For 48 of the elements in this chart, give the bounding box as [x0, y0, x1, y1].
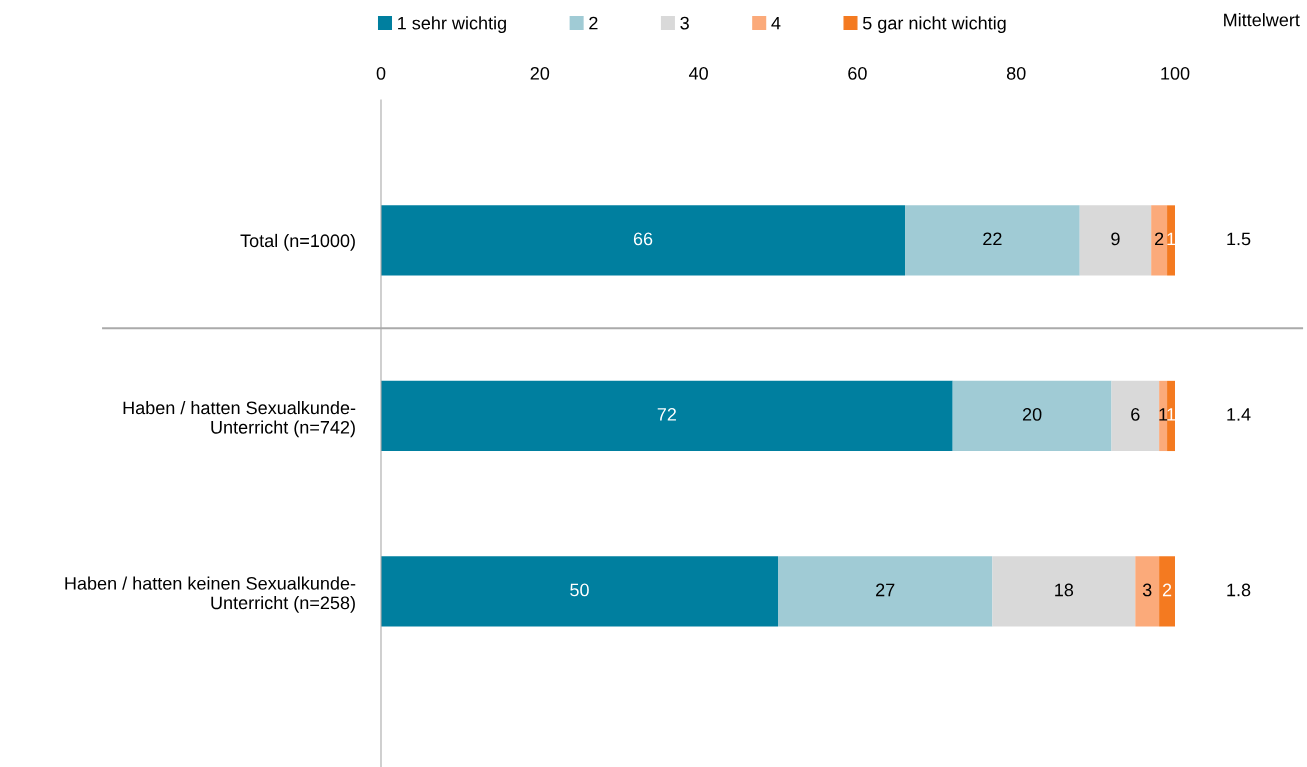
- data-label: 6: [1131, 408, 1140, 421]
- bar: [1079, 205, 1152, 276]
- bar: [992, 556, 1136, 627]
- data-label: 22: [983, 232, 1002, 246]
- text: 1.8: [1227, 583, 1251, 597]
- data-label: 2: [1162, 583, 1172, 597]
- bar: [1151, 205, 1168, 276]
- bar: [1111, 380, 1160, 452]
- x-tick-label: 100: [1161, 66, 1190, 80]
- text: 1.5: [1227, 232, 1251, 246]
- data-label: 1: [1167, 232, 1176, 246]
- data-label: 1: [1167, 408, 1176, 421]
- legend-label: 3: [680, 16, 689, 30]
- bar: [1159, 556, 1175, 627]
- bar: [381, 205, 906, 276]
- legend-label: 4: [771, 16, 781, 30]
- bar: [1167, 380, 1175, 452]
- y-tick-label: Haben / hatten Sexualkunde- Unterricht (n=742): [123, 400, 356, 438]
- legend-label: 5 gar nicht wichtig: [862, 16, 1006, 34]
- y-tick-label: Total (n=1000): [240, 233, 355, 251]
- text: Mittelwert: [1224, 13, 1300, 27]
- data-label: 72: [657, 408, 676, 421]
- text: 1.4: [1227, 408, 1251, 421]
- bar: [778, 556, 993, 627]
- data-label: 9: [1111, 232, 1120, 246]
- x-tick-label: 20: [530, 66, 550, 80]
- bar: [952, 380, 1112, 452]
- x-tick-label: 80: [1006, 66, 1026, 80]
- x-tick-label: 60: [848, 66, 867, 80]
- bar: [1135, 556, 1160, 627]
- data-label: 2: [1155, 232, 1164, 246]
- bar: [905, 205, 1080, 276]
- data-label: 20: [1022, 408, 1042, 421]
- bar: [1159, 380, 1168, 452]
- data-label: 18: [1055, 583, 1074, 597]
- bar: [381, 556, 778, 627]
- y-tick-label: Haben / hatten keinen Sexualkunde- Unterricht (n=258): [65, 576, 356, 613]
- bar: [1167, 205, 1175, 276]
- x-tick-label: 40: [688, 66, 708, 80]
- bar: [381, 380, 953, 452]
- legend-label: 2: [589, 16, 598, 30]
- data-label: 27: [876, 583, 895, 597]
- x-tick-label: 0: [376, 66, 386, 80]
- data-label: 50: [570, 583, 589, 597]
- data-label: 1: [1159, 408, 1168, 421]
- data-label: 3: [1142, 583, 1152, 597]
- data-label: 66: [633, 232, 653, 246]
- legend-label: 1 sehr wichtig: [398, 16, 506, 34]
